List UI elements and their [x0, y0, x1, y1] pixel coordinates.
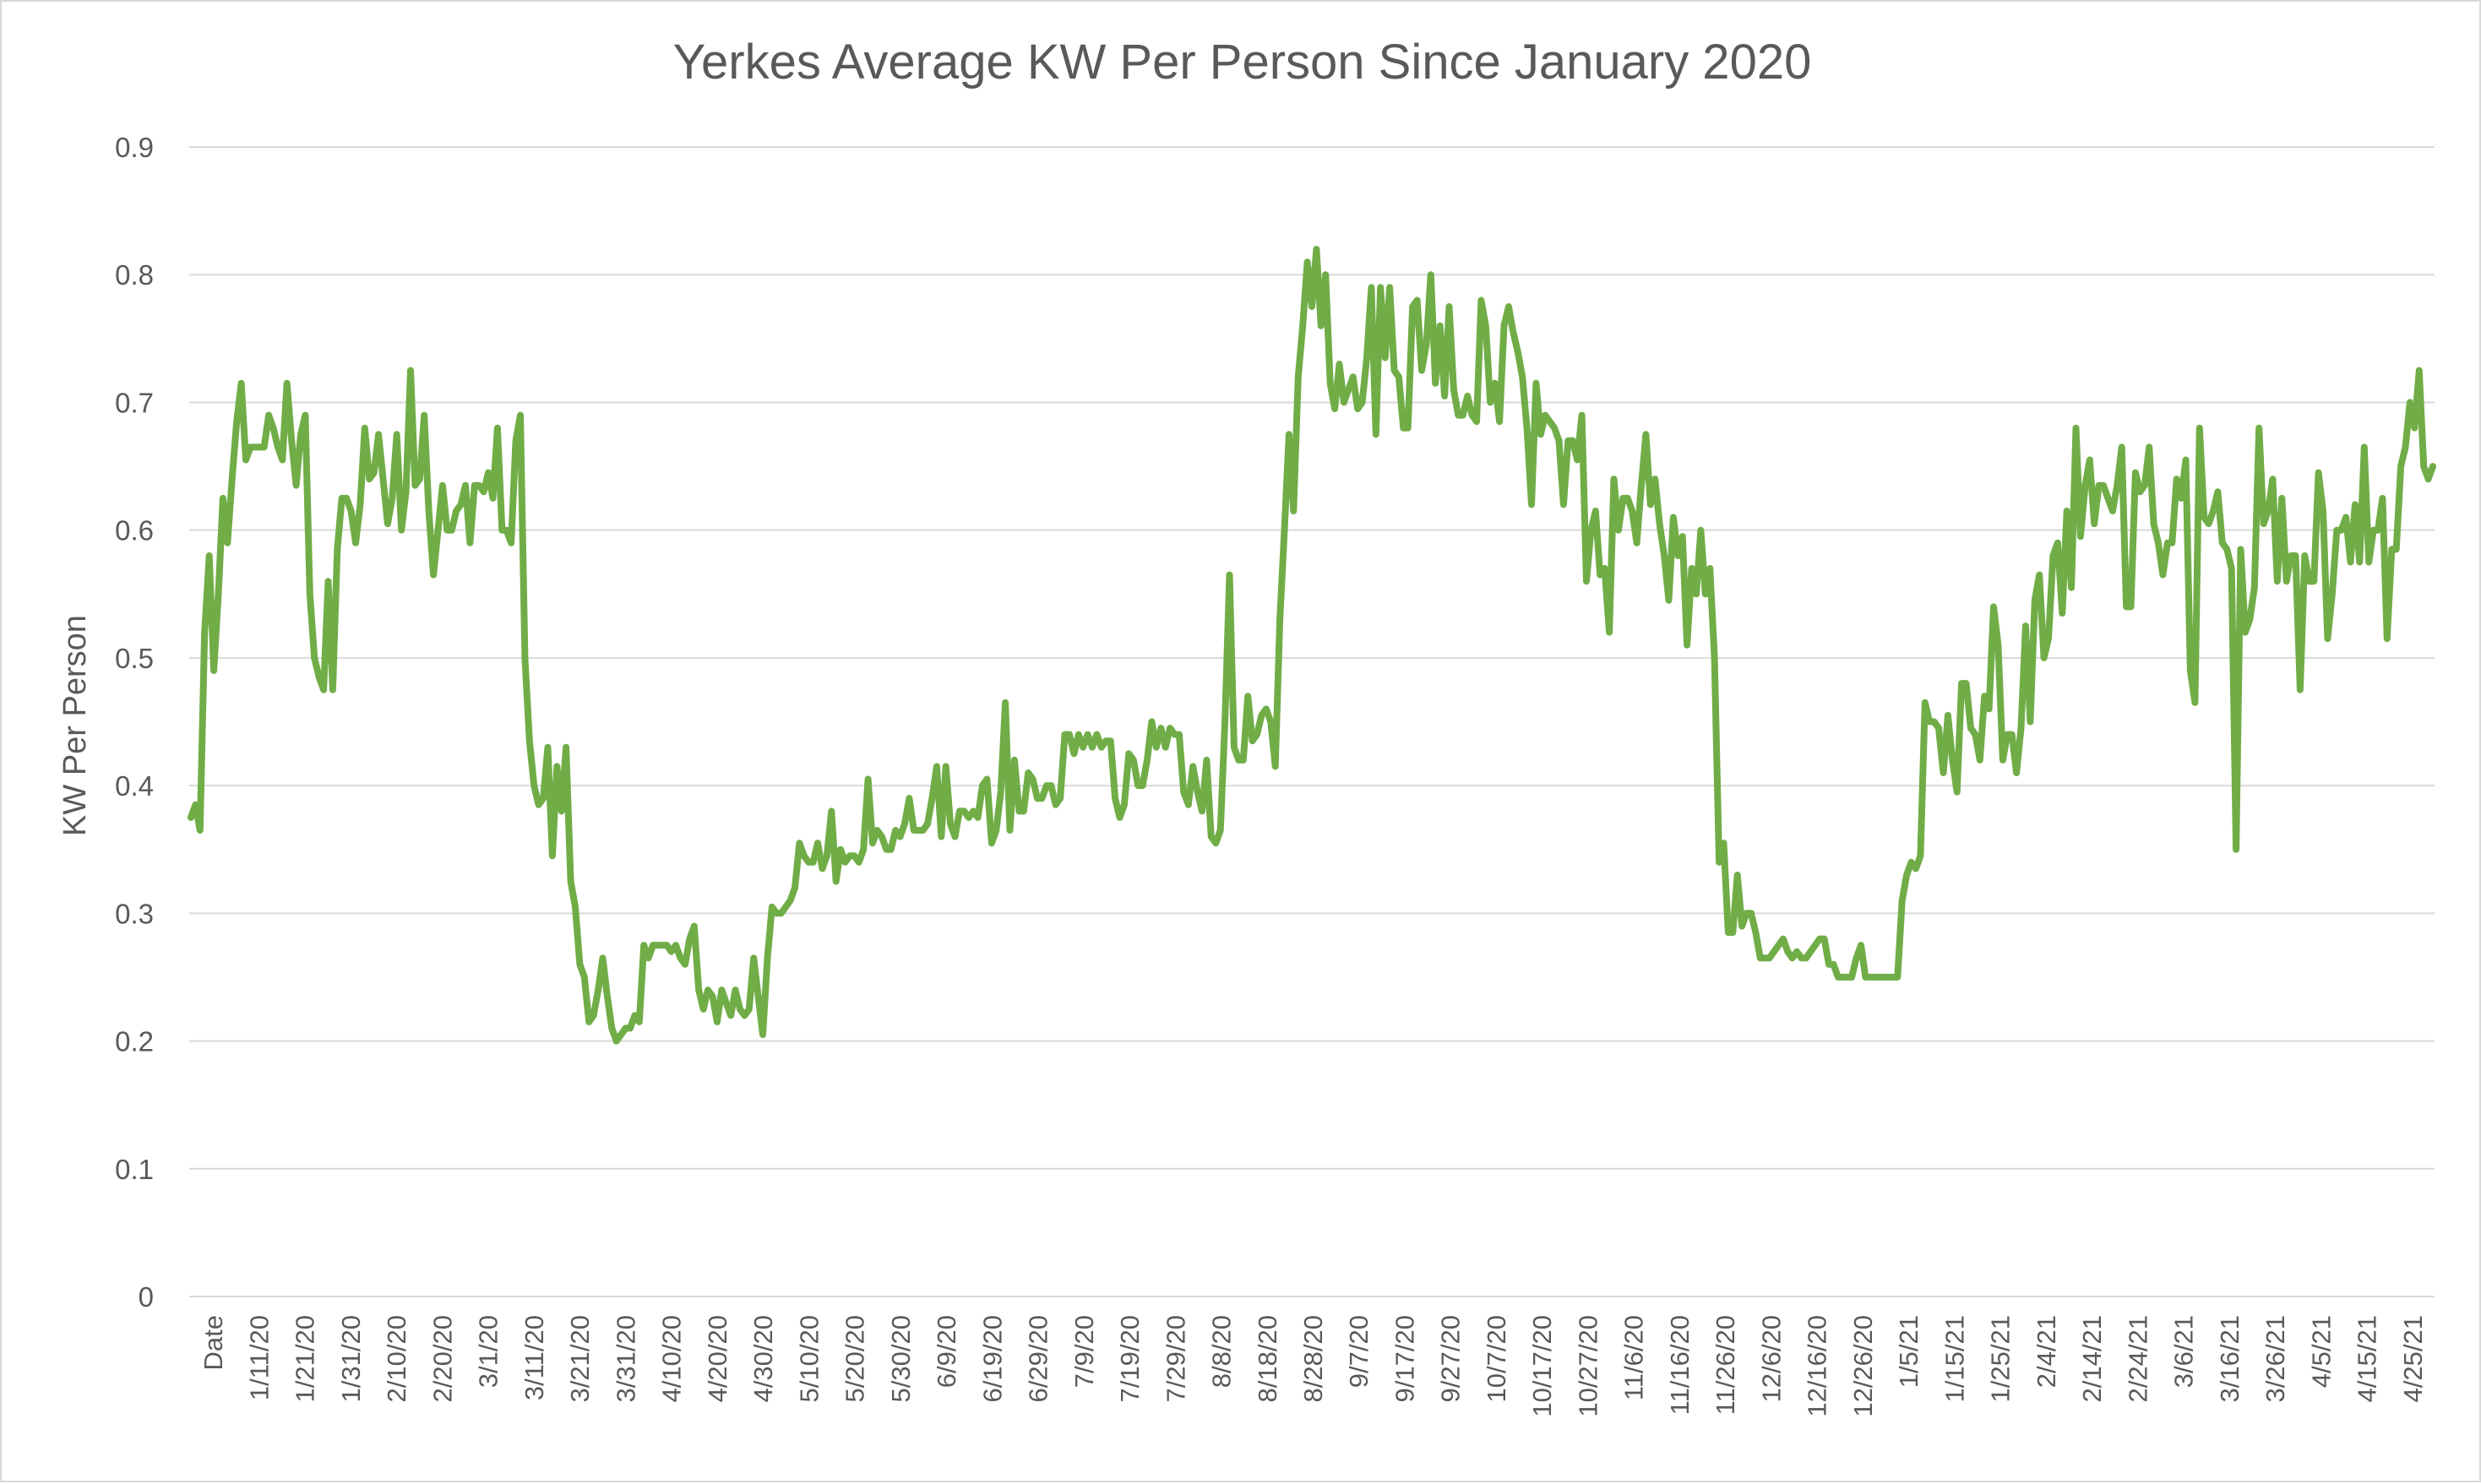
x-tick-label: 5/30/20 [886, 1315, 916, 1402]
x-tick-label: 6/19/20 [977, 1315, 1007, 1402]
chart-title: Yerkes Average KW Per Person Since Janua… [672, 35, 1812, 90]
y-tick-label: 0.8 [115, 259, 154, 291]
series-layer [188, 246, 2436, 1045]
x-tick-label: 3/6/21 [2169, 1315, 2199, 1388]
y-axis-label: KW Per Person [57, 615, 93, 836]
x-tick-label: 2/24/21 [2123, 1315, 2152, 1402]
x-tick-label: 3/26/21 [2261, 1315, 2290, 1402]
x-tick-label: 12/26/20 [1848, 1315, 1878, 1417]
x-tick-label: 7/9/20 [1069, 1315, 1099, 1388]
y-tick-label: 0.2 [115, 1026, 154, 1057]
y-tick-label: 0.6 [115, 515, 154, 546]
x-tick-label: 4/20/20 [703, 1315, 732, 1402]
x-tick-label: Date [199, 1315, 228, 1370]
y-tick-label: 0.3 [115, 898, 154, 929]
x-tick-label: 8/18/20 [1253, 1315, 1282, 1402]
x-tick-label: 11/16/20 [1665, 1315, 1695, 1415]
y-tick-label: 0.7 [115, 387, 154, 418]
x-tick-label: 2/14/21 [2077, 1315, 2107, 1402]
y-tick-label: 0.4 [115, 770, 154, 802]
series-line-0 [188, 246, 2436, 1045]
x-tick-label: 5/10/20 [794, 1315, 824, 1402]
x-tick-label: 10/17/20 [1527, 1315, 1557, 1417]
y-tick-label: 0.9 [115, 132, 154, 163]
x-tick-label: 6/29/20 [1024, 1315, 1053, 1402]
x-tick-label: 6/9/20 [932, 1315, 961, 1388]
x-tick-label: 3/31/20 [611, 1315, 640, 1402]
x-tick-label: 7/19/20 [1115, 1315, 1145, 1402]
x-tick-label: 4/5/21 [2306, 1315, 2336, 1388]
x-tick-label: 3/16/21 [2215, 1315, 2244, 1402]
x-tick-label: 10/7/20 [1482, 1315, 1511, 1402]
x-tick-label: 3/21/20 [565, 1315, 595, 1402]
x-tick-label: 9/7/20 [1344, 1315, 1374, 1388]
x-tick-labels: Date 1/11/20 1/21/20 1/31/20 2/10/20 2/20/20 3… [199, 1315, 2428, 1417]
x-tick-label: 12/6/20 [1756, 1315, 1786, 1402]
x-tick-label: 11/26/20 [1711, 1315, 1740, 1415]
x-tick-label: 11/6/20 [1619, 1315, 1649, 1400]
x-tick-label: 1/21/20 [291, 1315, 320, 1402]
y-tick-labels: 0 0.1 0.2 0.3 0.4 0.5 0.6 0.7 0.8 0.9 [115, 132, 154, 1313]
x-tick-label: 1/5/21 [1894, 1315, 1923, 1388]
x-tick-label: 3/11/20 [520, 1315, 549, 1400]
x-tick-label: 12/16/20 [1803, 1315, 1832, 1417]
x-tick-label: 4/30/20 [748, 1315, 778, 1402]
x-tick-label: 5/20/20 [841, 1315, 870, 1402]
x-tick-label: 8/8/20 [1207, 1315, 1237, 1388]
x-tick-label: 8/28/20 [1298, 1315, 1328, 1402]
x-tick-label: 2/10/20 [382, 1315, 411, 1402]
x-tick-label: 2/20/20 [427, 1315, 457, 1402]
y-tick-label: 0.1 [115, 1154, 154, 1185]
x-tick-label: 3/1/20 [474, 1315, 503, 1388]
grid-layer [189, 146, 2435, 1297]
x-tick-label: 1/11/20 [244, 1315, 274, 1400]
x-tick-label: 7/29/20 [1161, 1315, 1190, 1402]
x-tick-label: 1/31/20 [336, 1315, 366, 1402]
x-tick-label: 9/17/20 [1390, 1315, 1419, 1402]
x-tick-label: 10/27/20 [1573, 1315, 1602, 1417]
x-tick-label: 4/25/21 [2398, 1315, 2428, 1402]
x-tick-label: 1/15/21 [1940, 1315, 1969, 1402]
x-tick-label: 9/27/20 [1436, 1315, 1466, 1402]
x-tick-label: 4/15/21 [2353, 1315, 2382, 1402]
x-tick-label: 2/4/21 [2032, 1315, 2061, 1388]
x-tick-label: 4/10/20 [657, 1315, 687, 1402]
y-tick-label: 0 [139, 1281, 154, 1313]
x-tick-label: 1/25/21 [1986, 1315, 2016, 1402]
y-tick-label: 0.5 [115, 643, 154, 674]
